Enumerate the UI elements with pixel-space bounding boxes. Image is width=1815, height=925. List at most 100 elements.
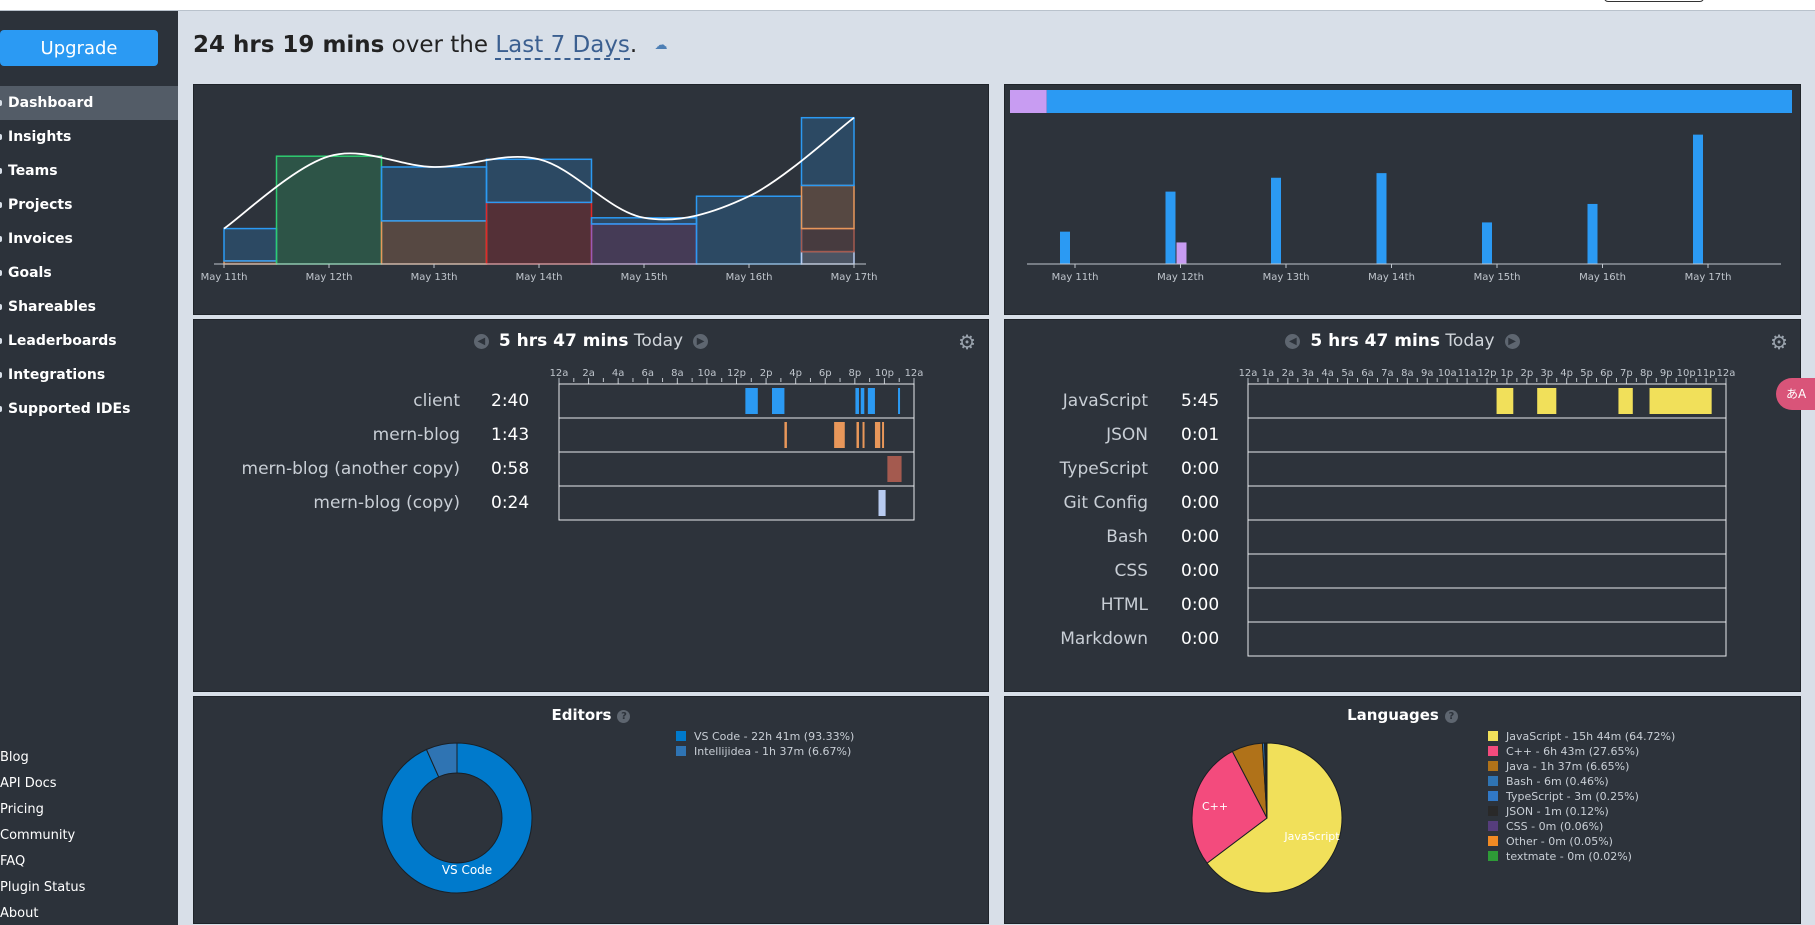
- activity-segment: [1496, 388, 1514, 414]
- sidebar-item-dashboard[interactable]: Dashboard: [0, 86, 178, 120]
- top-bar-button[interactable]: [1604, 0, 1704, 2]
- footer-link-blog[interactable]: Blog: [0, 750, 29, 765]
- languages-pie-chart: JavaScript C++: [1191, 742, 1343, 894]
- legend-text: Java - 1h 37m (6.65%): [1506, 760, 1630, 773]
- timeline-row-label: Bash: [1106, 527, 1148, 547]
- hour-tick-label: 4p: [1560, 368, 1573, 379]
- footer-link-api-docs[interactable]: API Docs: [0, 776, 57, 791]
- timeline-row-box: [558, 451, 915, 487]
- total-time: 24 hrs 19 mins: [193, 32, 385, 58]
- footer-link-community[interactable]: Community: [0, 828, 76, 843]
- area-segment: [695, 195, 803, 265]
- area-segment: [485, 158, 593, 204]
- sidebar-nav: Dashboard Insights Teams Projects Invoices Go…: [0, 86, 178, 426]
- footer-link-pricing[interactable]: Pricing: [0, 802, 44, 817]
- bar: [1376, 173, 1387, 264]
- next-day-icon[interactable]: ▶: [693, 334, 709, 349]
- period: .: [629, 32, 638, 58]
- page-title: 24 hrs 19 mins over the Last 7 Days. ☁: [193, 32, 668, 60]
- prev-day-icon[interactable]: ◀: [1285, 334, 1301, 349]
- languages-today-panel: ◀ 5 hrs 47 mins Today ▶ ⚙ JavaScript 5:45 JS…: [1004, 319, 1801, 692]
- area-segment: [590, 223, 698, 265]
- footer-link-about[interactable]: About: [0, 906, 39, 921]
- hour-tick-label: 5p: [1580, 368, 1593, 379]
- activity-segment: [874, 422, 881, 448]
- help-icon[interactable]: ?: [1444, 710, 1458, 723]
- upgrade-button[interactable]: Upgrade: [0, 30, 158, 66]
- x-tick-label: May 16th: [1579, 272, 1626, 283]
- footer-link-faq[interactable]: FAQ: [0, 854, 26, 869]
- legend-item: textmate - 0m (0.02%): [1488, 849, 1675, 864]
- hour-tick-label: 12a: [1717, 368, 1736, 379]
- legend-item: C++ - 6h 43m (27.65%): [1488, 744, 1675, 759]
- area-segment: [800, 116, 855, 187]
- nav-bullet-icon: [0, 100, 2, 106]
- activity-segment: [887, 456, 902, 482]
- editors-donut-chart: VS Code: [381, 742, 533, 894]
- sidebar-item-invoices[interactable]: Invoices: [0, 222, 178, 256]
- x-tick-label: May 15th: [621, 272, 668, 283]
- timeline-row-time: 1:43: [491, 425, 530, 445]
- languages-today-header: ◀ 5 hrs 47 mins Today ▶: [1005, 331, 1800, 351]
- activity-segment: [772, 388, 785, 414]
- area-segment: [275, 155, 383, 265]
- activity-segment: [882, 422, 885, 448]
- sidebar-item-label: Integrations: [8, 367, 106, 383]
- translate-icon[interactable]: あA: [1776, 378, 1815, 410]
- nav-bullet-icon: [0, 338, 2, 344]
- timeline-row-label: mern-blog (another copy): [241, 459, 460, 479]
- sidebar-item-projects[interactable]: Projects: [0, 188, 178, 222]
- projects-today-header: ◀ 5 hrs 47 mins Today ▶: [194, 331, 988, 351]
- cloud-download-icon[interactable]: ☁: [654, 38, 668, 53]
- hour-tick-label: 8a: [1401, 368, 1414, 379]
- hour-tick-label: 1p: [1501, 368, 1514, 379]
- gear-icon[interactable]: ⚙: [1770, 330, 1788, 354]
- sidebar-item-goals[interactable]: Goals: [0, 256, 178, 290]
- timeline-row-box: [1247, 417, 1727, 453]
- help-icon[interactable]: ?: [617, 710, 631, 723]
- range-link[interactable]: Last 7 Days: [495, 32, 630, 60]
- timeline-row-box: [1247, 485, 1727, 521]
- activity-segment: [898, 388, 901, 414]
- sidebar-item-leaderboards[interactable]: Leaderboards: [0, 324, 178, 358]
- gear-icon[interactable]: ⚙: [958, 330, 976, 354]
- timeline-row-time: 0:00: [1181, 459, 1220, 479]
- hour-tick-label: 6p: [1600, 368, 1613, 379]
- sidebar-item-supported-ides[interactable]: Supported IDEs: [0, 392, 178, 426]
- legend-swatch: [1488, 851, 1498, 861]
- legend-text: textmate - 0m (0.02%): [1506, 850, 1632, 863]
- area-segment: [380, 166, 488, 222]
- pie-slice: [1206, 742, 1343, 894]
- legend-swatch: [1488, 791, 1498, 801]
- legend-text: TypeScript - 3m (0.25%): [1506, 790, 1639, 803]
- hour-tick-label: 2a: [582, 368, 595, 379]
- footer-link-plugin-status[interactable]: Plugin Status: [0, 880, 86, 895]
- sidebar-item-label: Leaderboards: [8, 333, 117, 349]
- sidebar-item-integrations[interactable]: Integrations: [0, 358, 178, 392]
- bar: [1271, 177, 1281, 264]
- sidebar-item-teams[interactable]: Teams: [0, 154, 178, 188]
- total-trend-line: [223, 116, 855, 230]
- nav-bullet-icon: [0, 236, 2, 242]
- hour-tick-label: 12p: [1477, 368, 1496, 379]
- bar: [1482, 222, 1492, 264]
- prev-day-icon[interactable]: ◀: [473, 334, 489, 349]
- next-day-icon[interactable]: ▶: [1504, 334, 1520, 349]
- sidebar-item-label: Goals: [8, 265, 52, 281]
- sidebar-item-label: Dashboard: [8, 95, 94, 111]
- hour-tick-label: 2a: [1282, 368, 1295, 379]
- legend-text: C++ - 6h 43m (27.65%): [1506, 745, 1640, 758]
- projects-today-panel: ◀ 5 hrs 47 mins Today ▶ ⚙ client 2:40 mern-b…: [193, 319, 989, 692]
- x-tick-label: May 17th: [1685, 272, 1732, 283]
- activity-segment: [860, 388, 865, 414]
- timeline-row-label: JSON: [1106, 425, 1148, 445]
- sidebar-item-insights[interactable]: Insights: [0, 120, 178, 154]
- timeline-row-label: JavaScript: [1062, 391, 1148, 411]
- hour-tick-label: 11p: [1697, 368, 1716, 379]
- bar: [1587, 203, 1598, 264]
- slice-label: VS Code: [442, 863, 492, 877]
- sidebar-item-shareables[interactable]: Shareables: [0, 290, 178, 324]
- timeline-row-box: [1247, 587, 1727, 623]
- over-the-text: over the: [391, 32, 489, 58]
- editors-title: Editors?: [194, 706, 988, 724]
